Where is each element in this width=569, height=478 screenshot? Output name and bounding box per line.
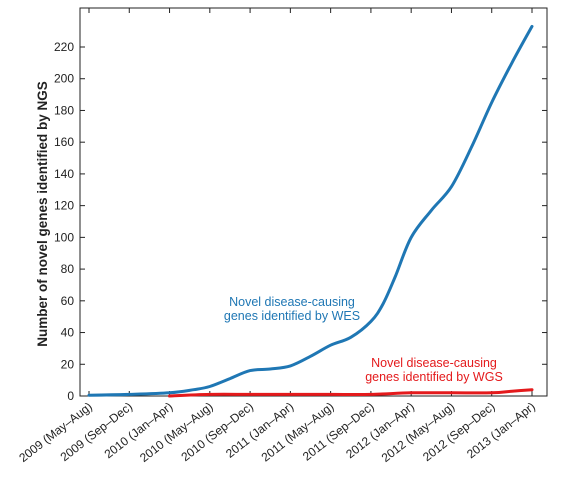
y-tick-label: 200 <box>54 72 74 86</box>
x-tick-label: 2009 (Sep–Dec) <box>58 399 135 464</box>
x-tick-label: 2012 (Sep–Dec) <box>420 399 497 464</box>
annotation-wes-line-2: genes identified by WES <box>224 309 360 323</box>
x-tick-label: 2010 (Sep–Dec) <box>178 399 255 464</box>
y-tick-label: 160 <box>54 135 74 149</box>
y-tick-label: 180 <box>54 103 74 117</box>
annotation-wgs-line-2: genes identified by WGS <box>365 370 503 384</box>
series-lines <box>87 24 534 398</box>
series-line-wgs <box>168 388 534 398</box>
annotation-wgs-line-1: Novel disease-causing <box>371 356 497 370</box>
x-tick-label: 2011 (May–Aug) <box>259 399 337 464</box>
x-tick-label: 2011 (Sep–Dec) <box>300 399 377 463</box>
annotation-wes-line-1: Novel disease-causing <box>229 295 355 309</box>
y-tick-label: 120 <box>54 199 74 213</box>
y-tick-label: 40 <box>61 326 75 340</box>
y-tick-label: 140 <box>54 167 74 181</box>
series-line-wes <box>87 24 534 397</box>
y-tick-label: 100 <box>54 230 74 244</box>
y-tick-label: 220 <box>54 40 74 54</box>
y-tick-label: 0 <box>67 389 74 403</box>
x-tick-label: 2013 (Jan–Apr) <box>464 399 538 461</box>
y-axis-title: Number of novel genes identified by NGS <box>35 81 50 347</box>
plot-frame <box>79 7 548 397</box>
y-tick-label: 20 <box>61 357 75 371</box>
y-tick-label: 60 <box>61 294 75 308</box>
y-tick-label: 80 <box>61 262 75 276</box>
